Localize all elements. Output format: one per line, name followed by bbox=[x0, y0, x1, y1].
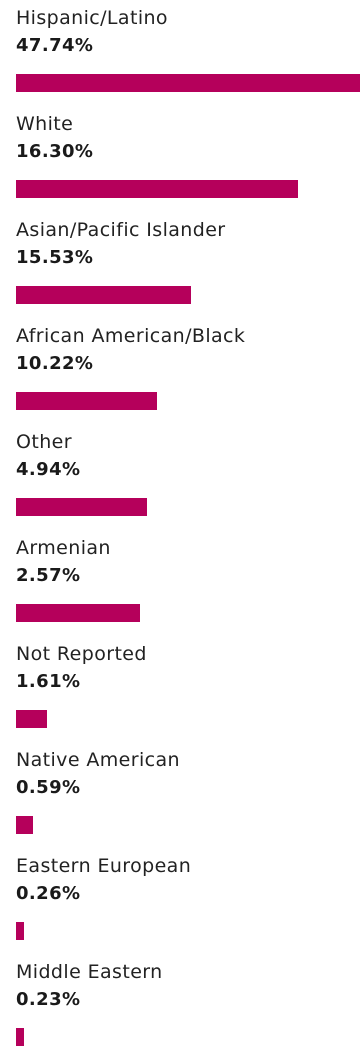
value-label: 0.26% bbox=[16, 883, 81, 904]
chart-row: Eastern European 0.26% bbox=[16, 848, 360, 954]
category-label: Other bbox=[16, 431, 72, 453]
bar bbox=[16, 74, 360, 92]
category-label: Asian/Pacific Islander bbox=[16, 219, 226, 241]
bar bbox=[16, 180, 298, 198]
chart-row: Asian/Pacific Islander 15.53% bbox=[16, 212, 360, 318]
category-label: Hispanic/Latino bbox=[16, 7, 168, 29]
value-label: 0.23% bbox=[16, 989, 81, 1010]
value-label: 4.94% bbox=[16, 459, 81, 480]
category-label: Not Reported bbox=[16, 643, 147, 665]
chart-row: African American/Black 10.22% bbox=[16, 318, 360, 424]
category-label: Armenian bbox=[16, 537, 111, 559]
value-label: 10.22% bbox=[16, 353, 94, 374]
chart-row: Native American 0.59% bbox=[16, 742, 360, 848]
value-label: 47.74% bbox=[16, 35, 94, 56]
category-label: Middle Eastern bbox=[16, 961, 163, 983]
bar bbox=[16, 1028, 24, 1046]
category-label: Native American bbox=[16, 749, 180, 771]
value-label: 16.30% bbox=[16, 141, 94, 162]
value-label: 2.57% bbox=[16, 565, 81, 586]
bar bbox=[16, 816, 33, 834]
bar bbox=[16, 498, 147, 516]
value-label: 0.59% bbox=[16, 777, 81, 798]
bar bbox=[16, 392, 157, 410]
category-label: Eastern European bbox=[16, 855, 192, 877]
chart-row: Middle Eastern 0.23% bbox=[16, 954, 360, 1060]
chart-row: Other 4.94% bbox=[16, 424, 360, 530]
bar bbox=[16, 710, 47, 728]
category-label: White bbox=[16, 113, 74, 135]
chart-row: Armenian 2.57% bbox=[16, 530, 360, 636]
value-label: 1.61% bbox=[16, 671, 81, 692]
value-label: 15.53% bbox=[16, 247, 94, 268]
chart-row: Hispanic/Latino 47.74% bbox=[16, 0, 360, 106]
bar bbox=[16, 604, 140, 622]
bar bbox=[16, 922, 24, 940]
chart-row: Not Reported 1.61% bbox=[16, 636, 360, 742]
category-label: African American/Black bbox=[16, 325, 246, 347]
chart-row: White 16.30% bbox=[16, 106, 360, 212]
bar bbox=[16, 286, 191, 304]
